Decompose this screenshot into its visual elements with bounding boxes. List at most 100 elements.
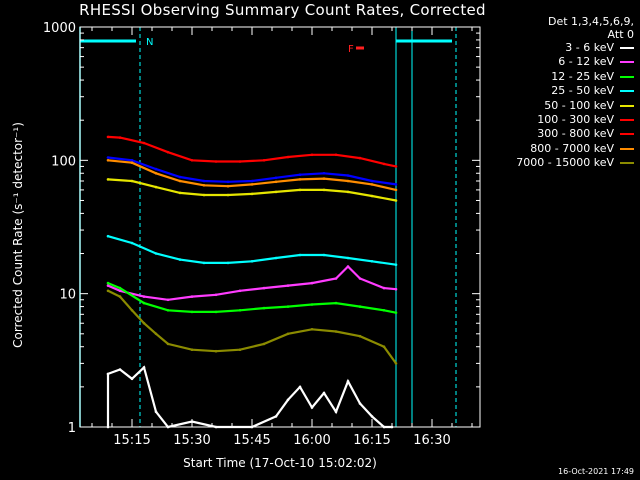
series-point	[106, 156, 110, 159]
series-point	[214, 293, 218, 297]
series-point	[394, 311, 398, 315]
series-point	[130, 241, 134, 245]
series-point	[286, 284, 290, 287]
series-point	[178, 258, 182, 261]
series-point	[310, 281, 314, 285]
series-point	[394, 165, 398, 168]
series-point	[346, 174, 350, 177]
series-point	[166, 309, 170, 312]
timestamp: 16-Oct-2021 17:49	[558, 467, 634, 476]
series-point	[118, 286, 122, 290]
series-point	[298, 173, 302, 176]
legend-label: 800 - 7000 keV	[530, 141, 614, 155]
series-point	[298, 253, 302, 257]
series-point	[262, 342, 266, 346]
series-point	[262, 159, 266, 162]
series-point	[238, 160, 242, 163]
legend-swatch	[620, 104, 634, 107]
series-point	[370, 260, 374, 263]
series-point	[382, 309, 386, 312]
legend-header-line1: Det 1,3,4,5,6,9,	[547, 15, 634, 28]
series-point	[178, 175, 182, 179]
legend-label: 3 - 6 keV	[565, 41, 614, 54]
y-tick-label: 100	[51, 154, 76, 169]
legend-item: 7000 - 15000 keV	[516, 156, 634, 169]
series-point	[346, 179, 350, 183]
series-point	[226, 180, 230, 184]
series-point	[358, 277, 362, 280]
series-point	[154, 172, 158, 175]
legend-swatch	[620, 147, 634, 150]
legend-label: 100 - 300 keV	[537, 113, 614, 126]
series-point	[202, 179, 206, 183]
series-point	[322, 253, 326, 257]
axis-layer: 1 10 100 1000 15:15 15:30 15:45 16:00 16:15 16:30	[43, 21, 480, 448]
legend-label: 6 - 12 keV	[558, 55, 614, 69]
night-flag-label: N	[146, 37, 153, 48]
y-tick-label: 1	[68, 421, 76, 436]
series-point	[142, 295, 146, 298]
series-point	[106, 281, 110, 285]
series-point	[370, 183, 374, 186]
legend-swatch	[620, 119, 634, 121]
series-point	[262, 306, 266, 310]
series-point	[190, 348, 194, 352]
series-line	[107, 289, 397, 365]
series-point	[298, 178, 302, 181]
series-point	[250, 192, 254, 196]
series-point	[214, 349, 218, 353]
series-point	[214, 310, 218, 314]
series-point	[370, 415, 374, 418]
series-point	[250, 260, 254, 263]
series-point	[358, 305, 362, 308]
series-point	[118, 136, 122, 139]
series-point	[142, 366, 146, 369]
series-point	[394, 263, 398, 267]
series-point	[286, 155, 290, 159]
series-line	[107, 282, 397, 314]
legend-swatch	[620, 75, 634, 78]
legend-swatch	[620, 47, 634, 49]
series-point	[370, 194, 374, 198]
legend-swatch	[620, 162, 634, 165]
series-point	[322, 172, 326, 175]
series-point	[142, 321, 146, 325]
series-point	[250, 183, 254, 186]
legend-item: 50 - 100 keV	[544, 99, 634, 112]
x-tick-label: 15:45	[233, 433, 270, 448]
series-point	[394, 362, 398, 365]
x-tick-label: 16:00	[293, 433, 330, 448]
x-tick-label: 15:15	[113, 433, 150, 448]
series-layer	[106, 135, 398, 429]
series-point	[334, 330, 338, 333]
series-point	[178, 191, 182, 195]
series-point	[274, 256, 278, 260]
series-point	[226, 184, 230, 188]
series-point	[322, 188, 326, 192]
series-point	[238, 348, 242, 352]
series-point	[202, 193, 206, 197]
series-point	[238, 309, 242, 312]
series-point	[154, 185, 158, 189]
series-point	[310, 328, 314, 331]
legend-item: 6 - 12 keV	[558, 55, 634, 68]
series-point	[106, 289, 110, 293]
series-point	[334, 301, 338, 305]
series-point	[154, 167, 158, 171]
plot-frame	[79, 26, 481, 428]
series-point	[106, 159, 110, 162]
legend-item: 300 - 800 keV	[537, 127, 634, 140]
series-line	[107, 264, 397, 301]
series-point	[286, 332, 290, 336]
x-axis-label: Start Time (17-Oct-10 15:02:02)	[183, 456, 377, 470]
series-point	[214, 160, 218, 163]
legend-label: 12 - 25 keV	[551, 69, 614, 83]
series-point	[346, 190, 350, 194]
series-point	[358, 334, 362, 338]
series-point	[178, 179, 182, 183]
series-point	[130, 179, 134, 183]
legend-label: 300 - 800 keV	[537, 127, 614, 141]
series-point	[130, 161, 134, 164]
series-point	[274, 180, 278, 184]
series-point	[238, 289, 242, 293]
